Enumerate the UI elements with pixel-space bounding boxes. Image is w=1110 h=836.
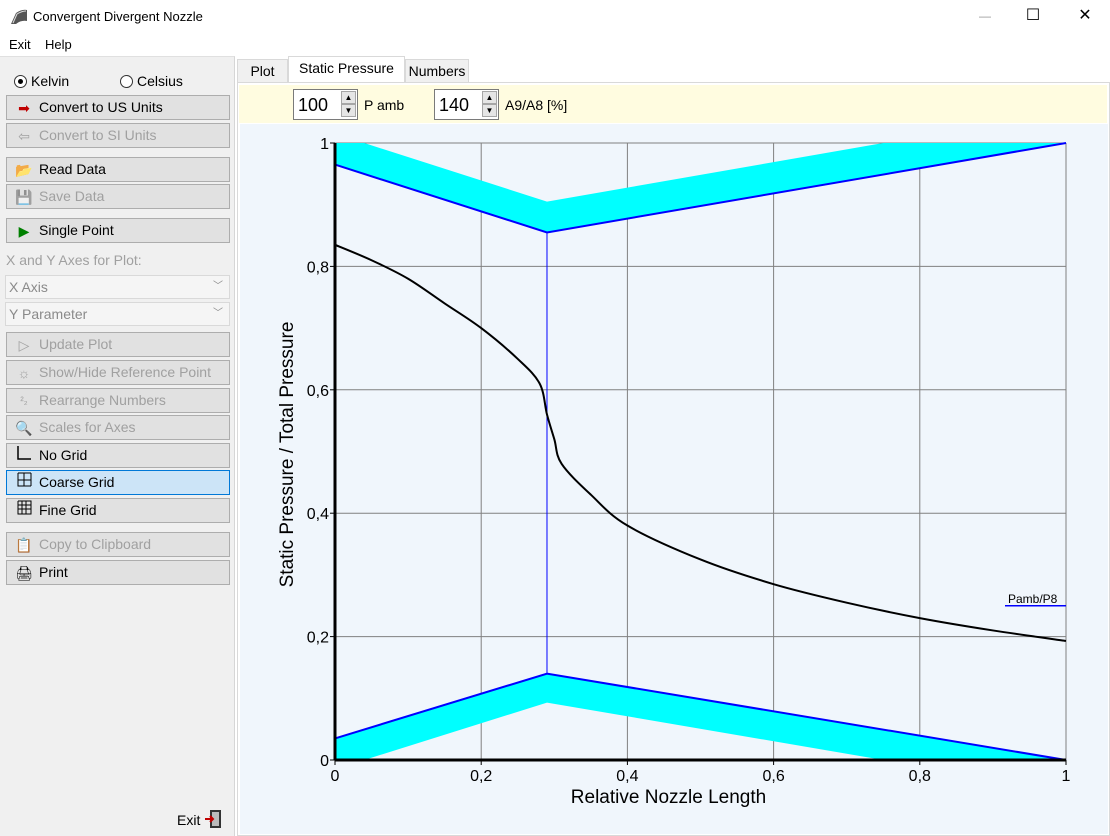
radio-unchecked-icon	[120, 75, 133, 88]
p-amb-value: 100	[298, 95, 329, 115]
rearrange-numbers-button[interactable]: ²₂ Rearrange Numbers	[6, 388, 230, 413]
x-axis-select-value: X Axis	[9, 279, 48, 295]
update-plot-button[interactable]: ▷ Update Plot	[6, 332, 230, 357]
save-data-label: Save Data	[39, 188, 105, 204]
floppy-icon: 💾	[15, 188, 33, 205]
chevron-down-icon: ﹀	[213, 308, 223, 319]
axes-section-label: X and Y Axes for Plot:	[6, 252, 142, 268]
p-amb-spinner[interactable]: 100 ▲ ▼	[293, 89, 358, 120]
app-icon	[11, 9, 27, 24]
read-data-button[interactable]: 📂 Read Data	[6, 157, 230, 182]
minimize-button[interactable]: —	[979, 9, 991, 23]
spin-down-icon[interactable]: ▼	[482, 104, 497, 117]
menu-bar: Exit Help	[0, 34, 1110, 55]
radio-checked-icon	[14, 75, 27, 88]
title-bar: Convergent Divergent Nozzle — ☐ ✕	[0, 0, 1110, 34]
exit-door-icon	[204, 809, 222, 829]
fine-grid-button[interactable]: Fine Grid	[6, 498, 230, 523]
save-data-button[interactable]: 💾 Save Data	[6, 184, 230, 209]
clipboard-icon: 📋	[15, 536, 33, 553]
update-plot-label: Update Plot	[39, 336, 113, 352]
y-parameter-select[interactable]: Y Parameter ﹀	[5, 302, 230, 326]
show-hide-ref-button[interactable]: ☼ Show/Hide Reference Point	[6, 360, 230, 385]
play-icon: ▶	[18, 222, 30, 239]
tab-bar: Plot Static Pressure Numbers	[237, 56, 1110, 83]
single-point-label: Single Point	[39, 222, 114, 238]
plot-area	[240, 124, 1108, 834]
spin-up-icon[interactable]: ▲	[482, 91, 497, 104]
window-title: Convergent Divergent Nozzle	[33, 9, 203, 24]
sun-icon: ☼	[17, 364, 31, 381]
folder-open-icon: 📂	[15, 161, 33, 178]
x-axis-select[interactable]: X Axis ﹀	[5, 275, 230, 299]
convert-si-button[interactable]: ⇦ Convert to SI Units	[6, 123, 230, 148]
left-panel: Kelvin Celsius ➡ Convert to US Units ⇦ Con…	[0, 56, 235, 836]
printer-icon: 🖨	[15, 564, 33, 581]
fine-grid-label: Fine Grid	[39, 502, 97, 518]
area-ratio-value: 140	[439, 95, 470, 115]
maximize-button[interactable]: ☐	[1025, 7, 1041, 24]
copy-clipboard-button[interactable]: 📋 Copy to Clipboard	[6, 532, 230, 557]
static-pressure-panel: 100 ▲ ▼ P amb 140 ▲ ▼ A9/A8 [%]	[237, 82, 1110, 836]
print-button[interactable]: 🖨 Print	[6, 560, 230, 585]
scales-label: Scales for Axes	[39, 419, 136, 435]
show-hide-ref-label: Show/Hide Reference Point	[39, 364, 211, 380]
convert-si-label: Convert to SI Units	[39, 127, 157, 143]
radio-kelvin[interactable]: Kelvin	[14, 73, 69, 89]
area-ratio-label: A9/A8 [%]	[505, 97, 568, 113]
convert-us-button[interactable]: ➡ Convert to US Units	[6, 95, 230, 120]
tab-static-pressure[interactable]: Static Pressure	[288, 56, 405, 83]
exit-label: Exit	[177, 812, 201, 828]
no-grid-label: No Grid	[39, 447, 88, 463]
chevron-down-icon: ﹀	[213, 281, 223, 292]
spin-up-icon[interactable]: ▲	[341, 91, 356, 104]
close-button[interactable]: ✕	[1078, 7, 1092, 24]
fine-grid-icon	[15, 500, 33, 523]
magnifier-icon: 🔍	[15, 419, 33, 436]
exit-button[interactable]: Exit	[177, 809, 222, 829]
radio-celsius-label: Celsius	[137, 73, 183, 89]
radio-kelvin-label: Kelvin	[31, 73, 70, 89]
left-arrow-icon: ⇦	[18, 127, 30, 144]
read-data-label: Read Data	[39, 161, 106, 177]
y-parameter-select-value: Y Parameter	[9, 306, 88, 322]
rearrange-label: Rearrange Numbers	[39, 392, 166, 408]
convert-us-label: Convert to US Units	[39, 99, 163, 115]
input-toolbar: 100 ▲ ▼ P amb 140 ▲ ▼ A9/A8 [%]	[239, 85, 1107, 123]
no-grid-button[interactable]: No Grid	[6, 443, 230, 468]
spin-down-icon[interactable]: ▼	[341, 104, 356, 117]
play-outline-icon: ▷	[18, 336, 30, 353]
no-grid-icon	[15, 445, 33, 468]
tab-numbers[interactable]: Numbers	[405, 59, 469, 83]
copy-clipboard-label: Copy to Clipboard	[39, 536, 152, 552]
print-label: Print	[39, 564, 68, 580]
tab-plot[interactable]: Plot	[237, 59, 288, 83]
radio-celsius[interactable]: Celsius	[120, 73, 183, 89]
scales-button[interactable]: 🔍 Scales for Axes	[6, 415, 230, 440]
p-amb-label: P amb	[364, 97, 405, 113]
single-point-button[interactable]: ▶ Single Point	[6, 218, 230, 243]
area-ratio-spinner[interactable]: 140 ▲ ▼	[434, 89, 499, 120]
red-arrow-icon: ➡	[18, 99, 30, 116]
coarse-grid-icon	[15, 472, 33, 495]
rearrange-icon: ²₂	[20, 395, 28, 407]
coarse-grid-button[interactable]: Coarse Grid	[6, 470, 230, 495]
menu-exit[interactable]: Exit	[9, 37, 31, 52]
menu-help[interactable]: Help	[45, 37, 72, 52]
coarse-grid-label: Coarse Grid	[39, 474, 115, 490]
